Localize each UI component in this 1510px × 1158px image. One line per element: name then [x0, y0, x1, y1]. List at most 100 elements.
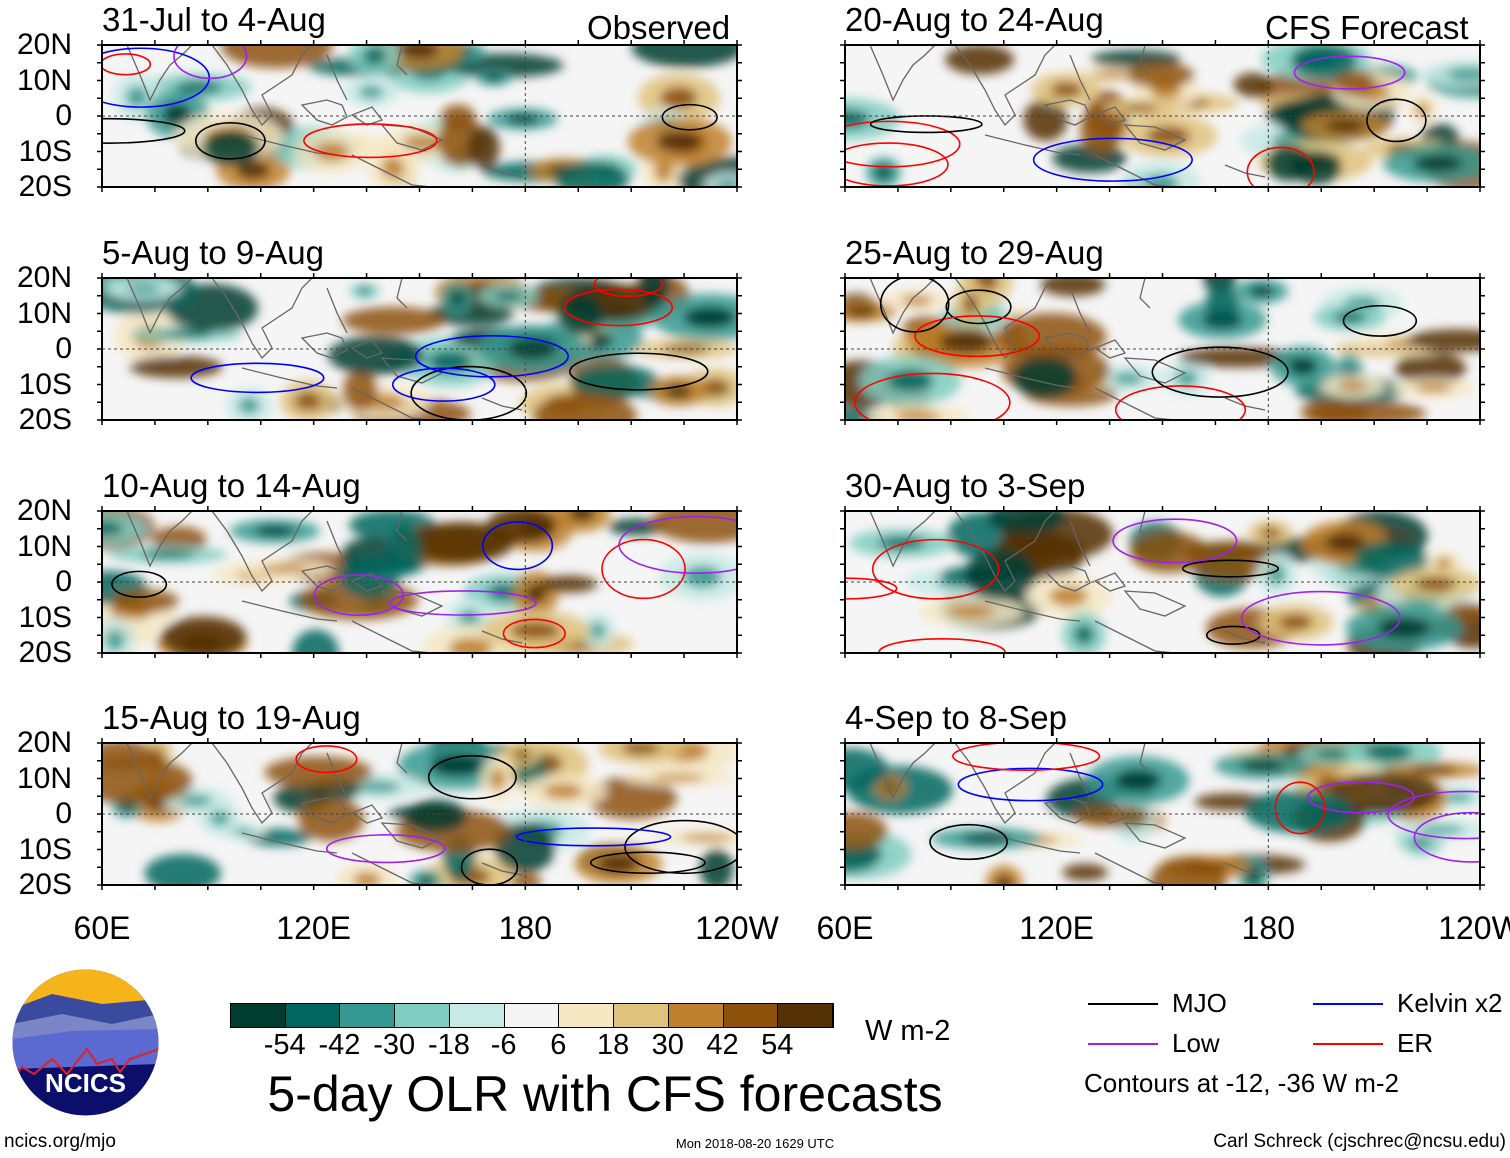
- wave-contour: [410, 365, 528, 420]
- panel-title: 30-Aug to 3-Sep: [845, 467, 1086, 504]
- olr-map-panel: [840, 506, 1485, 658]
- wave-contour: [951, 743, 1101, 771]
- lat-label: 10N: [16, 296, 72, 330]
- lat-label: 10S: [18, 600, 72, 634]
- olr-map-panel: [840, 273, 1485, 425]
- wave-contour: [661, 103, 718, 131]
- olr-anomaly-core: [140, 550, 195, 559]
- olr-anomaly-blob: [845, 846, 878, 873]
- wave-contour: [195, 121, 266, 160]
- colorbar-label: -30: [373, 1029, 416, 1061]
- lon-label: 120E: [1019, 910, 1095, 946]
- olr-anomaly-blob: [298, 797, 365, 842]
- olr-anomaly-core: [1410, 766, 1457, 774]
- colorbar-swatch: [231, 1004, 286, 1027]
- olr-anomaly-blob: [102, 757, 193, 805]
- olr-anomaly-blob: [1406, 329, 1480, 352]
- olr-anomaly-core: [448, 637, 492, 653]
- wave-contour: [295, 745, 358, 774]
- olr-anomaly-core: [568, 511, 595, 522]
- olr-anomaly-core: [236, 161, 270, 180]
- wave-contour: [460, 848, 519, 885]
- lon-label: 120W: [695, 910, 779, 946]
- legend-line: [1313, 1003, 1383, 1005]
- olr-anomaly-core: [939, 330, 994, 354]
- legend-line: [1088, 1003, 1158, 1005]
- olr-anomaly-core: [654, 160, 674, 183]
- olr-anomaly-core: [1050, 82, 1083, 98]
- olr-anomaly-core: [397, 45, 440, 60]
- olr-anomaly-core: [1249, 285, 1274, 297]
- lat-label: 10S: [18, 367, 72, 401]
- wave-contour: [589, 851, 706, 874]
- olr-anomaly-core: [105, 630, 125, 651]
- colorbar-swatch: [449, 1004, 505, 1027]
- olr-anomaly-blob: [1040, 278, 1106, 297]
- olr-anomaly-core: [543, 783, 584, 799]
- observed-label: Observed: [587, 9, 731, 46]
- olr-anomaly-core: [262, 564, 307, 573]
- olr-anomaly-core: [490, 768, 506, 791]
- colorbar-swatch: [614, 1004, 669, 1027]
- wave-contour: [391, 367, 496, 402]
- wave-contour: [593, 278, 664, 298]
- lat-label: 10S: [18, 832, 72, 866]
- olr-anomaly-blob: [486, 511, 557, 544]
- olr-anomaly-core: [358, 85, 384, 99]
- olr-anomaly-blob: [342, 306, 446, 335]
- website-link[interactable]: ncics.org/mjo: [4, 1131, 116, 1152]
- panel-title: 20-Aug to 24-Aug: [845, 1, 1104, 38]
- olr-anomaly-blob: [1012, 356, 1078, 398]
- olr-anomaly-core: [875, 165, 892, 180]
- olr-anomaly-core: [1414, 576, 1457, 592]
- colorbar-label: 42: [706, 1029, 739, 1061]
- olr-anomaly-blob: [1150, 856, 1227, 885]
- olr-anomaly-blob: [467, 126, 500, 170]
- wave-contour: [618, 515, 737, 575]
- olr-anomaly-blob: [1395, 351, 1467, 386]
- olr-anomaly-core: [717, 180, 737, 187]
- wave-contour: [929, 823, 1008, 861]
- wave-contour: [601, 538, 686, 600]
- olr-anomaly-core: [494, 290, 523, 302]
- wave-contour: [1293, 55, 1406, 90]
- colorbar-label: -18: [427, 1029, 470, 1061]
- panel-title: 10-Aug to 14-Aug: [102, 467, 361, 504]
- olr-anomaly-core: [209, 810, 230, 826]
- olr-anomaly-core: [598, 854, 639, 874]
- lon-label: 60E: [816, 910, 874, 946]
- olr-anomaly-core: [1049, 586, 1089, 607]
- olr-anomaly-blob: [1300, 398, 1369, 420]
- wave-contour: [1032, 137, 1193, 182]
- wave-contour: [102, 117, 186, 144]
- olr-anomaly-core: [1377, 616, 1431, 639]
- main-title: 5-day OLR with CFS forecasts: [267, 1066, 943, 1122]
- olr-anomaly-core: [1419, 825, 1465, 835]
- olr-anomaly-blob: [1244, 789, 1355, 834]
- olr-anomaly-core: [1443, 792, 1474, 803]
- olr-anomaly-core: [845, 109, 870, 129]
- wave-contour: [1413, 811, 1480, 863]
- olr-anomaly-blob: [404, 799, 467, 833]
- olr-anomaly-core: [660, 86, 698, 109]
- olr-anomaly-core: [127, 284, 161, 294]
- wave-contour: [1246, 146, 1315, 187]
- olr-anomaly-core: [418, 876, 434, 885]
- wave-contour: [845, 120, 961, 168]
- colorbar-label: -6: [490, 1029, 517, 1061]
- olr-anomaly-core: [1260, 527, 1281, 539]
- panel-title: 4-Sep to 8-Sep: [845, 699, 1067, 736]
- legend-label: Kelvin x2: [1397, 988, 1503, 1018]
- wave-contour: [1114, 385, 1247, 420]
- olr-anomaly-core: [1175, 369, 1198, 387]
- colorbar-label: -42: [318, 1029, 361, 1061]
- olr-anomaly-core: [883, 782, 897, 793]
- lat-label: 20S: [18, 636, 72, 669]
- coastlines: [869, 743, 1266, 885]
- olr-anomaly-core: [1074, 624, 1094, 645]
- logo-text: NCICS: [45, 1068, 126, 1098]
- wave-contour: [1151, 346, 1289, 398]
- olr-anomaly-blob: [539, 575, 598, 593]
- olr-anomaly-core: [175, 80, 223, 94]
- olr-anomaly-blob: [202, 129, 260, 166]
